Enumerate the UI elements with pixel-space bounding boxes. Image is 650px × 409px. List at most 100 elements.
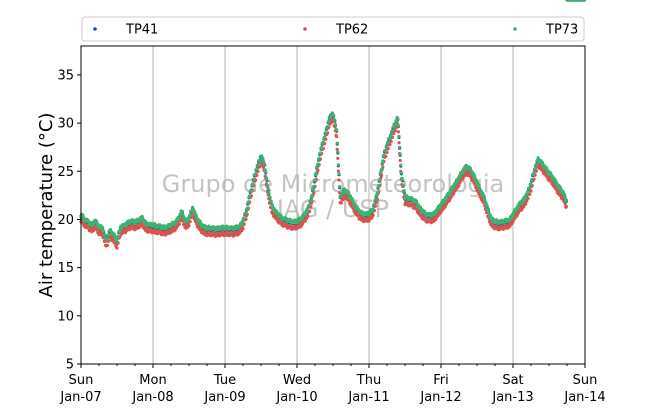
data-point-TP62 xyxy=(393,129,397,133)
data-point-TP73 xyxy=(312,184,316,189)
data-point-TP62 xyxy=(398,158,402,163)
data-point-TP73 xyxy=(81,213,85,217)
data-point-TP73 xyxy=(384,148,388,152)
data-point-TP73 xyxy=(399,171,403,175)
data-point-TP73 xyxy=(534,163,539,167)
data-point-TP62 xyxy=(447,199,451,203)
data-point-TP73 xyxy=(457,177,461,181)
y-tick-label: 30 xyxy=(57,117,74,132)
data-point-TP62 xyxy=(388,142,392,147)
data-point-TP73 xyxy=(401,183,405,187)
y-tick-label: 10 xyxy=(57,309,74,324)
data-point-TP73 xyxy=(378,177,382,181)
y-tick-label: 25 xyxy=(57,165,74,180)
data-point-TP62 xyxy=(371,213,375,217)
data-point-TP62 xyxy=(454,187,458,191)
data-point-TP73 xyxy=(180,209,184,214)
data-point-TP73 xyxy=(179,213,183,217)
data-point-TP73 xyxy=(377,184,381,188)
data-point-TP73 xyxy=(333,122,337,127)
data-point-TP62 xyxy=(439,210,443,214)
data-point-TP62 xyxy=(341,198,345,202)
data-point-TP73 xyxy=(447,192,451,197)
data-point-TP73 xyxy=(256,163,260,167)
data-point-TP73 xyxy=(511,214,515,218)
data-point-TP62 xyxy=(337,178,341,182)
data-point-TP73 xyxy=(338,184,342,189)
data-point-TP73 xyxy=(102,229,106,233)
data-point-TP73 xyxy=(530,177,534,181)
data-point-TP73 xyxy=(318,151,322,155)
x-tick-label-date: Jan-08 xyxy=(131,390,173,405)
data-point-TP73 xyxy=(477,183,481,187)
data-point-TP73 xyxy=(488,213,492,217)
data-point-TP73 xyxy=(473,174,477,178)
data-point-TP73 xyxy=(484,201,488,205)
data-point-TP73 xyxy=(582,0,586,2)
data-point-TP73 xyxy=(382,153,386,157)
data-point-TP73 xyxy=(182,216,186,220)
x-tick-label-day: Fri xyxy=(433,373,449,388)
data-point-TP73 xyxy=(337,172,341,176)
data-point-TP73 xyxy=(242,216,246,220)
x-tick-label-date: Jan-12 xyxy=(419,390,461,405)
data-point-TP73 xyxy=(474,178,478,182)
data-point-TP73 xyxy=(439,204,443,208)
data-point-TP73 xyxy=(335,141,339,145)
y-tick-label: 5 xyxy=(66,358,74,373)
data-point-TP73 xyxy=(396,124,400,128)
data-point-TP62 xyxy=(338,191,342,195)
data-point-TP73 xyxy=(308,203,312,207)
data-point-TP73 xyxy=(323,135,327,139)
data-point-TP73 xyxy=(268,195,272,199)
data-point-TP73 xyxy=(393,122,397,127)
data-point-TP73 xyxy=(522,198,526,203)
data-point-TP73 xyxy=(335,128,339,132)
data-point-TP73 xyxy=(306,208,310,212)
data-point-TP73 xyxy=(533,167,537,171)
legend-label-TP62: TP62 xyxy=(335,23,368,38)
data-point-TP73 xyxy=(116,234,120,238)
data-point-TP62 xyxy=(526,196,530,200)
data-point-TP73 xyxy=(324,131,328,135)
data-point-TP73 xyxy=(434,211,438,215)
data-point-TP73 xyxy=(140,214,144,219)
legend-marker-TP62 xyxy=(303,27,307,31)
data-point-TP73 xyxy=(264,170,268,174)
data-point-TP73 xyxy=(529,183,533,187)
legend-label-TP73: TP73 xyxy=(545,23,578,38)
x-tick-label-day: Thu xyxy=(356,373,381,388)
data-point-TP73 xyxy=(115,240,119,244)
data-point-TP73 xyxy=(401,178,405,182)
data-point-TP73 xyxy=(95,219,99,223)
y-tick-label: 20 xyxy=(57,213,74,228)
x-tick-label-day: Sat xyxy=(502,373,523,388)
data-point-TP62 xyxy=(450,194,454,198)
data-point-TP62 xyxy=(512,217,516,221)
data-point-TP73 xyxy=(396,117,400,121)
data-point-TP73 xyxy=(389,133,393,137)
data-point-TP73 xyxy=(532,171,536,175)
data-point-TP73 xyxy=(270,203,274,207)
data-point-TP62 xyxy=(105,243,109,247)
x-tick-label-date: Jan-10 xyxy=(275,390,317,405)
data-point-TP73 xyxy=(385,144,389,148)
data-point-TP73 xyxy=(188,213,192,217)
data-point-TP73 xyxy=(255,167,259,171)
data-point-TP73 xyxy=(477,185,481,190)
x-tick-label-date: Jan-07 xyxy=(59,390,101,405)
data-point-TP73 xyxy=(351,198,355,202)
data-point-TP62 xyxy=(396,130,400,134)
data-point-TP73 xyxy=(303,213,307,217)
data-point-TP73 xyxy=(381,159,385,163)
legend-box xyxy=(81,16,585,42)
data-point-TP73 xyxy=(540,160,545,164)
data-point-TP73 xyxy=(452,186,456,190)
data-point-TP73 xyxy=(327,119,331,123)
data-point-TP73 xyxy=(372,202,376,206)
data-point-TP73 xyxy=(326,125,330,129)
data-point-TP73 xyxy=(450,188,454,192)
data-point-TP62 xyxy=(336,169,340,173)
data-point-TP73 xyxy=(261,156,265,160)
